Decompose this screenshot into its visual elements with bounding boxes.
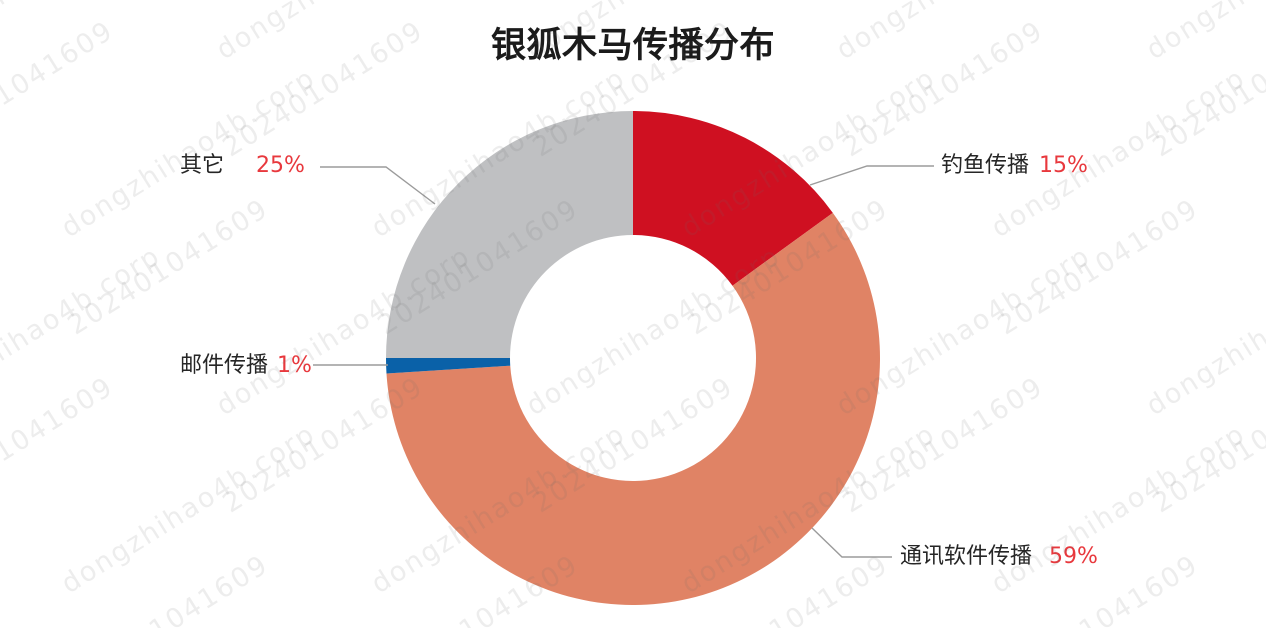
leader-line-im-software (811, 527, 892, 558)
slice-email (386, 358, 511, 374)
category-label-email: 邮件传播 (180, 353, 269, 378)
callout-email: 邮件传播 1% (180, 352, 312, 380)
category-label-other: 其它 (180, 153, 225, 178)
percent-value-email: 1% (277, 353, 312, 378)
callout-other: 其它 25% (180, 152, 305, 180)
chart-title: 银狐木马传播分布 (490, 26, 775, 66)
percent-value-im-software: 59% (1049, 544, 1098, 569)
slice-im-software (386, 212, 881, 605)
slice-other (386, 111, 633, 358)
callout-phishing: 钓鱼传播 15% (941, 152, 1088, 180)
donut-slices (386, 111, 881, 605)
category-label-phishing: 钓鱼传播 (941, 153, 1030, 178)
percent-value-other: 25% (256, 153, 305, 178)
percent-value-phishing: 15% (1039, 153, 1088, 178)
leader-line-phishing (809, 165, 934, 186)
slice-phishing (633, 111, 833, 286)
leader-line-other (320, 166, 436, 205)
callout-im-software: 通讯软件传播 59% (900, 543, 1098, 571)
category-label-im-software: 通讯软件传播 (900, 544, 1033, 569)
leader-lines (313, 165, 934, 558)
